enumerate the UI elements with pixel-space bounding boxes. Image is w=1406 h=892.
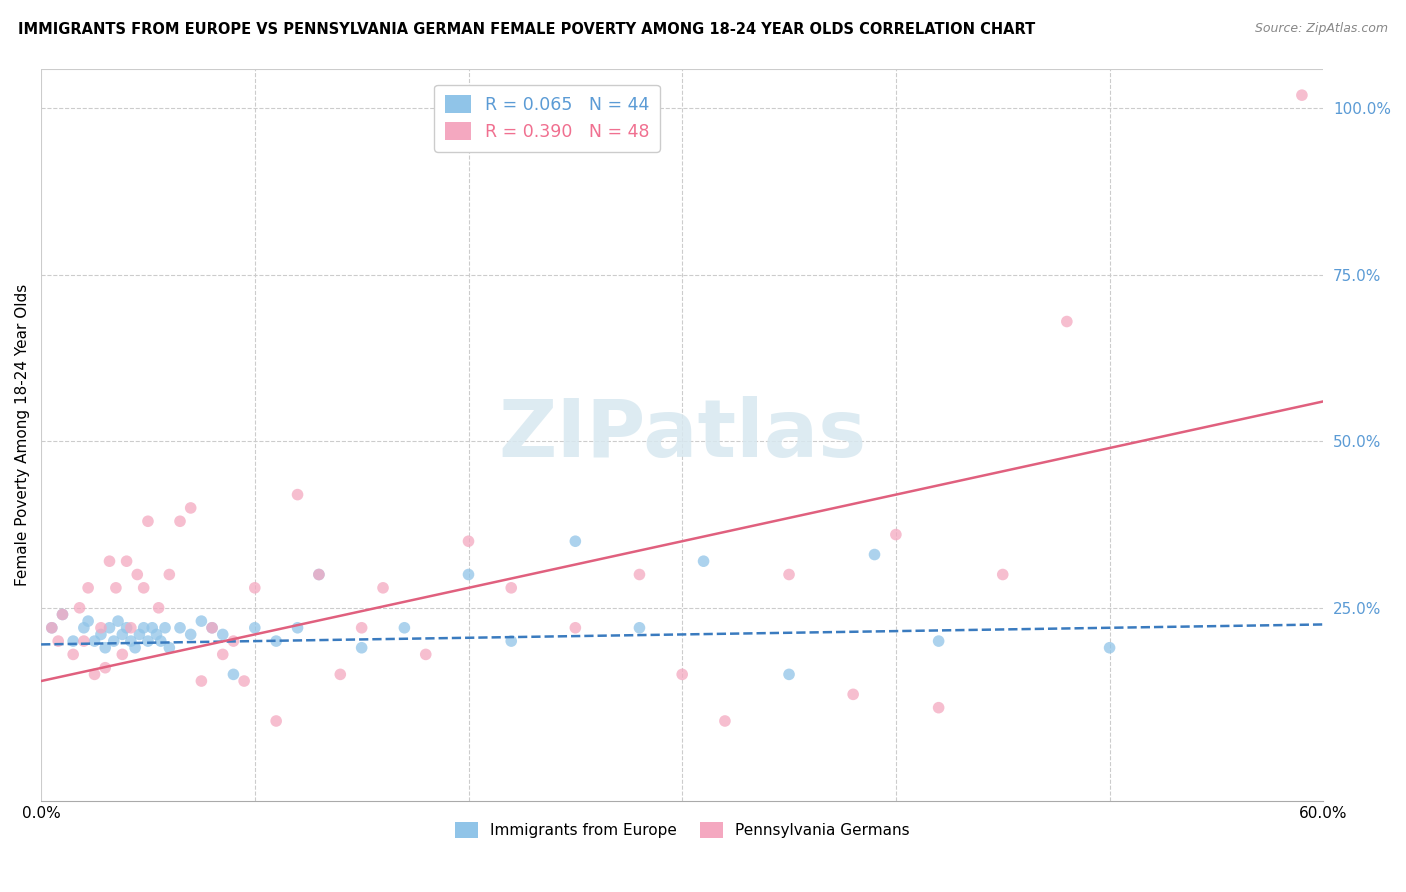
- Point: [107, 614, 129, 628]
- Point: [329, 667, 352, 681]
- Point: [111, 648, 134, 662]
- Point: [928, 700, 950, 714]
- Point: [190, 614, 212, 628]
- Point: [501, 581, 523, 595]
- Point: [501, 634, 523, 648]
- Point: [98, 554, 121, 568]
- Point: [157, 567, 180, 582]
- Legend: Immigrants from Europe, Pennsylvania Germans: Immigrants from Europe, Pennsylvania Ger…: [449, 816, 915, 845]
- Point: [73, 634, 96, 648]
- Point: [778, 667, 800, 681]
- Point: [157, 640, 180, 655]
- Text: ZIPatlas: ZIPatlas: [498, 396, 866, 474]
- Point: [394, 621, 416, 635]
- Point: [243, 581, 266, 595]
- Y-axis label: Female Poverty Among 18-24 Year Olds: Female Poverty Among 18-24 Year Olds: [15, 284, 30, 586]
- Point: [103, 634, 125, 648]
- Point: [127, 567, 149, 582]
- Point: [778, 567, 800, 582]
- Point: [991, 567, 1014, 582]
- Point: [233, 673, 256, 688]
- Point: [628, 567, 651, 582]
- Point: [153, 621, 176, 635]
- Point: [132, 581, 155, 595]
- Point: [928, 634, 950, 648]
- Point: [62, 634, 84, 648]
- Point: [287, 488, 309, 502]
- Point: [350, 621, 373, 635]
- Point: [120, 621, 142, 635]
- Point: [169, 621, 191, 635]
- Point: [98, 621, 121, 635]
- Point: [46, 634, 69, 648]
- Point: [308, 567, 330, 582]
- Point: [264, 634, 287, 648]
- Point: [90, 627, 112, 641]
- Point: [222, 634, 245, 648]
- Point: [90, 621, 112, 635]
- Point: [457, 567, 479, 582]
- Point: [287, 621, 309, 635]
- Point: [149, 634, 172, 648]
- Point: [628, 621, 651, 635]
- Point: [128, 627, 150, 641]
- Point: [124, 640, 146, 655]
- Text: Source: ZipAtlas.com: Source: ZipAtlas.com: [1254, 22, 1388, 36]
- Point: [564, 534, 586, 549]
- Point: [69, 600, 91, 615]
- Point: [180, 500, 202, 515]
- Text: IMMIGRANTS FROM EUROPE VS PENNSYLVANIA GERMAN FEMALE POVERTY AMONG 18-24 YEAR OL: IMMIGRANTS FROM EUROPE VS PENNSYLVANIA G…: [18, 22, 1036, 37]
- Point: [51, 607, 73, 622]
- Point: [120, 634, 142, 648]
- Point: [201, 621, 224, 635]
- Point: [169, 514, 191, 528]
- Point: [457, 534, 479, 549]
- Point: [564, 621, 586, 635]
- Point: [201, 621, 224, 635]
- Point: [148, 600, 170, 615]
- Point: [94, 661, 117, 675]
- Point: [190, 673, 212, 688]
- Point: [371, 581, 394, 595]
- Point: [136, 634, 159, 648]
- Point: [1056, 314, 1078, 328]
- Point: [111, 627, 134, 641]
- Point: [73, 621, 96, 635]
- Point: [51, 607, 73, 622]
- Point: [884, 527, 907, 541]
- Point: [671, 667, 693, 681]
- Point: [41, 621, 63, 635]
- Point: [115, 554, 138, 568]
- Point: [77, 581, 100, 595]
- Point: [842, 687, 865, 701]
- Point: [1291, 88, 1313, 103]
- Point: [41, 621, 63, 635]
- Point: [83, 634, 105, 648]
- Point: [692, 554, 714, 568]
- Point: [222, 667, 245, 681]
- Point: [94, 640, 117, 655]
- Point: [1098, 640, 1121, 655]
- Point: [211, 648, 233, 662]
- Point: [863, 548, 886, 562]
- Point: [211, 627, 233, 641]
- Point: [115, 621, 138, 635]
- Point: [180, 627, 202, 641]
- Point: [145, 627, 167, 641]
- Point: [308, 567, 330, 582]
- Point: [243, 621, 266, 635]
- Point: [132, 621, 155, 635]
- Point: [264, 714, 287, 728]
- Point: [714, 714, 737, 728]
- Point: [415, 648, 437, 662]
- Point: [350, 640, 373, 655]
- Point: [83, 667, 105, 681]
- Point: [136, 514, 159, 528]
- Point: [141, 621, 163, 635]
- Point: [62, 648, 84, 662]
- Point: [104, 581, 127, 595]
- Point: [77, 614, 100, 628]
